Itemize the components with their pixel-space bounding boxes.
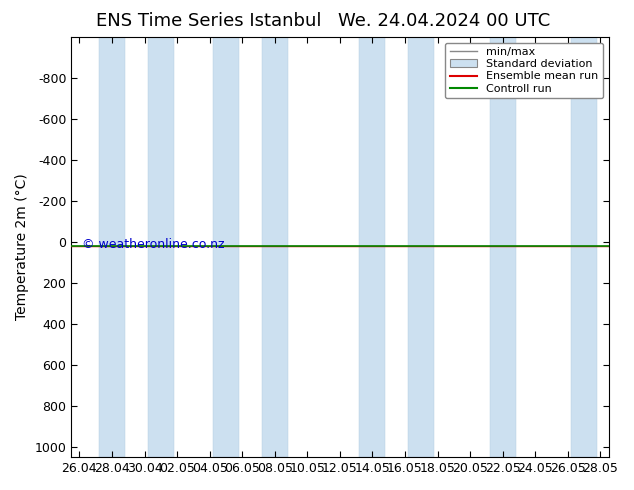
Bar bbox=[408, 37, 434, 457]
Legend: min/max, Standard deviation, Ensemble mean run, Controll run: min/max, Standard deviation, Ensemble me… bbox=[445, 43, 603, 98]
Bar bbox=[99, 37, 125, 457]
Bar bbox=[213, 37, 239, 457]
Bar bbox=[148, 37, 174, 457]
Bar bbox=[571, 37, 597, 457]
Text: © weatheronline.co.nz: © weatheronline.co.nz bbox=[82, 239, 224, 251]
Y-axis label: Temperature 2m (°C): Temperature 2m (°C) bbox=[15, 174, 29, 320]
Bar bbox=[262, 37, 288, 457]
Bar bbox=[489, 37, 515, 457]
Text: We. 24.04.2024 00 UTC: We. 24.04.2024 00 UTC bbox=[338, 12, 550, 30]
Bar bbox=[359, 37, 385, 457]
Text: ENS Time Series Istanbul: ENS Time Series Istanbul bbox=[96, 12, 322, 30]
